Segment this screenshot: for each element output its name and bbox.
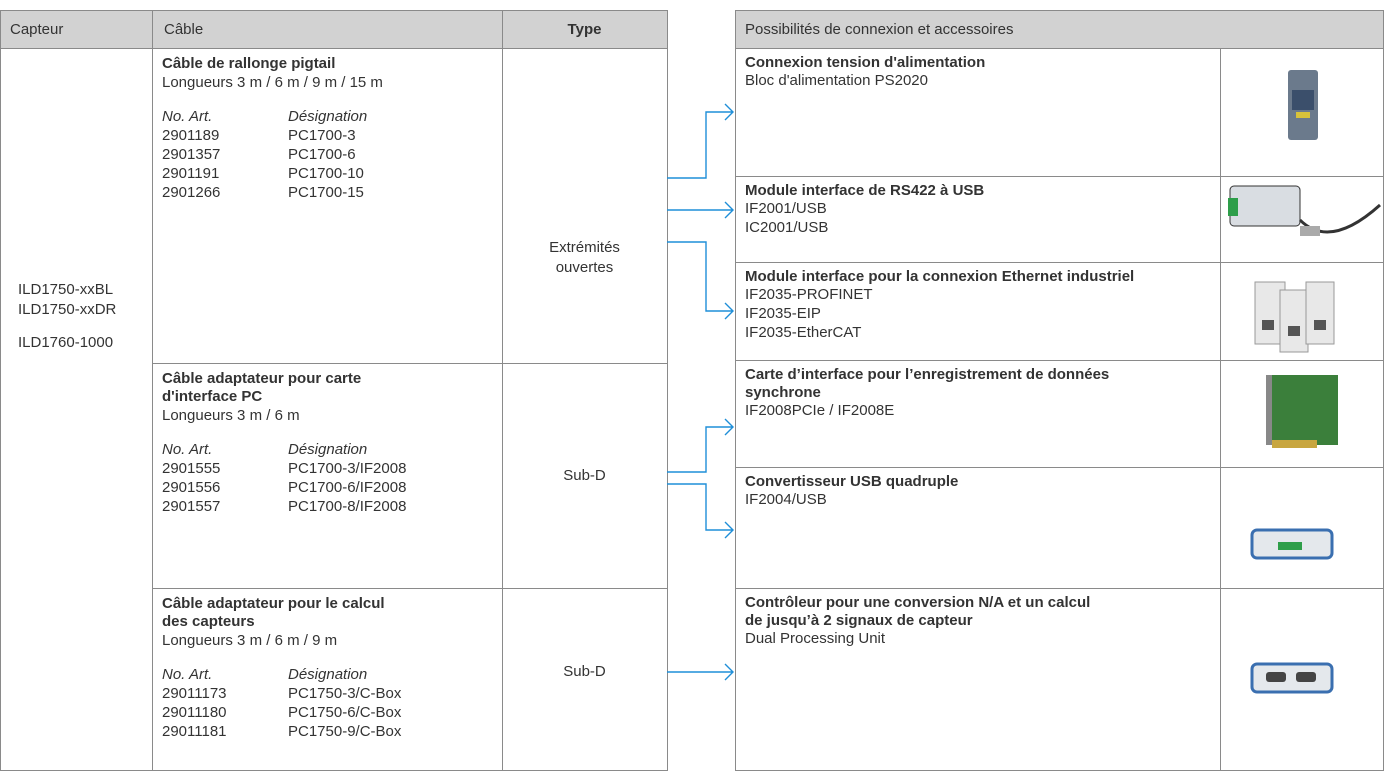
sensor: ILD1750-xxBL (18, 281, 114, 298)
arrow (667, 418, 734, 473)
accessory-title: synchrone (745, 384, 821, 401)
designation: PC1700-8/IF2008 (288, 498, 407, 515)
cable-lengths: Longueurs 3 m / 6 m / 9 m / 15 m (162, 74, 383, 91)
col-header: No. Art. (162, 666, 213, 683)
designation: PC1700-3 (288, 127, 356, 144)
col-header: Désignation (288, 441, 368, 458)
article-number: 29011173 (162, 685, 227, 702)
article-number: 2901189 (162, 127, 220, 144)
article-number: 29011181 (162, 723, 227, 740)
cable-title: Câble adaptateur pour le calcul (162, 595, 385, 612)
article-number: 2901191 (162, 165, 220, 182)
arrow (667, 201, 734, 219)
header-text: Capteur (10, 21, 64, 38)
type: Sub-D (563, 466, 606, 484)
cable-title: Câble adaptateur pour carte (162, 370, 362, 387)
designation: PC1700-6 (288, 146, 356, 163)
arrow (667, 663, 734, 681)
header-cell (0, 10, 153, 49)
header-cell (735, 10, 1384, 49)
accessory-title: Contrôleur pour une conversion N/A et un… (745, 594, 1091, 611)
designation: PC1700-10 (288, 165, 364, 182)
article-number: 2901556 (162, 479, 221, 496)
designation: PC1750-9/C-Box (288, 723, 402, 740)
accessory-item: IF2035-EIP (745, 305, 821, 322)
accessory-item: IF2004/USB (745, 491, 827, 508)
arrow (667, 103, 734, 179)
designation: PC1750-3/C-Box (288, 685, 402, 702)
accessory-title: de jusqu’à 2 signaux de capteur (745, 612, 973, 629)
article-number: 2901555 (162, 460, 221, 477)
accessory-title: Connexion tension d'alimentation (745, 54, 986, 71)
arrow (667, 241, 734, 320)
accessory-item: Dual Processing Unit (745, 630, 886, 647)
designation: PC1750-6/C-Box (288, 704, 402, 721)
col-header: No. Art. (162, 108, 213, 125)
col-header: Désignation (288, 108, 368, 125)
designation: PC1700-6/IF2008 (288, 479, 407, 496)
cable-lengths: Longueurs 3 m / 6 m / 9 m (162, 632, 338, 649)
designation: PC1700-3/IF2008 (288, 460, 407, 477)
cable-title: d'interface PC (162, 388, 263, 405)
sensor: ILD1760-1000 (18, 334, 114, 351)
accessory-title: Module interface pour la connexion Ether… (745, 268, 1135, 285)
accessory-item: IF2008PCIe / IF2008E (745, 402, 895, 419)
cable-title: Câble de rallonge pigtail (162, 55, 336, 72)
article-number: 2901266 (162, 184, 221, 201)
sensor: ILD1750-xxDR (18, 301, 117, 318)
product-images (1228, 70, 1382, 694)
article-number: 29011180 (162, 704, 227, 721)
accessory-title: Carte d’interface pour l’enregistrement … (745, 366, 1110, 383)
accessory-item: IF2035-PROFINET (745, 286, 873, 303)
accessory-item: IC2001/USB (745, 219, 829, 236)
accessory-item: Bloc d'alimentation PS2020 (745, 72, 928, 89)
header-cell (152, 10, 503, 49)
col-header: Désignation (288, 666, 368, 683)
accessory-title: Convertisseur USB quadruple (745, 473, 959, 490)
designation: PC1700-15 (288, 184, 364, 201)
accessory-item: IF2001/USB (745, 200, 827, 217)
cable-lengths: Longueurs 3 m / 6 m (162, 407, 300, 424)
article-number: 2901357 (162, 146, 221, 163)
arrow (667, 483, 734, 539)
header-text: Type (567, 21, 602, 38)
type: ouvertes (555, 258, 614, 276)
type: Sub-D (563, 663, 606, 680)
cable-title: des capteurs (162, 613, 255, 630)
accessory-title: Module interface de RS422 à USB (745, 182, 985, 199)
header-text: Possibilités de connexion et accessoires (745, 21, 1014, 38)
accessory-item: IF2035-EtherCAT (745, 324, 862, 341)
type: Extrémités (549, 238, 620, 256)
header-text: Câble (164, 21, 204, 38)
col-header: No. Art. (162, 441, 213, 458)
article-number: 2901557 (162, 498, 221, 515)
